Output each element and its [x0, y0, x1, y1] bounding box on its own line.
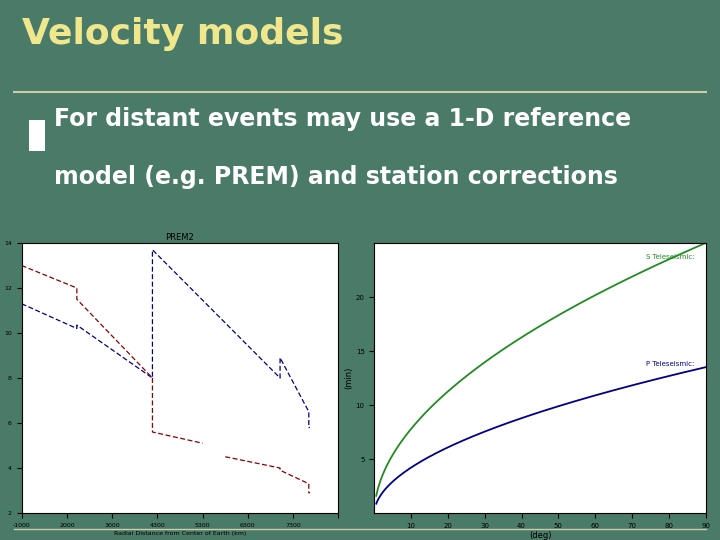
- X-axis label: (deg): (deg): [528, 531, 552, 540]
- Text: P Teleseismic:: P Teleseismic:: [646, 361, 695, 367]
- X-axis label: Radial Distance from Center of Earth (km): Radial Distance from Center of Earth (km…: [114, 530, 246, 536]
- Y-axis label: P-wave velocity (blue, km/s) and density (red, g/cc): P-wave velocity (blue, km/s) and density…: [0, 307, 1, 449]
- Text: Velocity models: Velocity models: [22, 17, 343, 51]
- Text: For distant events may use a 1-D reference: For distant events may use a 1-D referen…: [54, 107, 631, 131]
- Bar: [29, 120, 45, 151]
- Text: model (e.g. PREM) and station corrections: model (e.g. PREM) and station correction…: [54, 165, 618, 188]
- Y-axis label: (min): (min): [344, 367, 353, 389]
- Text: S Teleseismic:: S Teleseismic:: [646, 254, 695, 260]
- Title: PREM2: PREM2: [166, 233, 194, 242]
